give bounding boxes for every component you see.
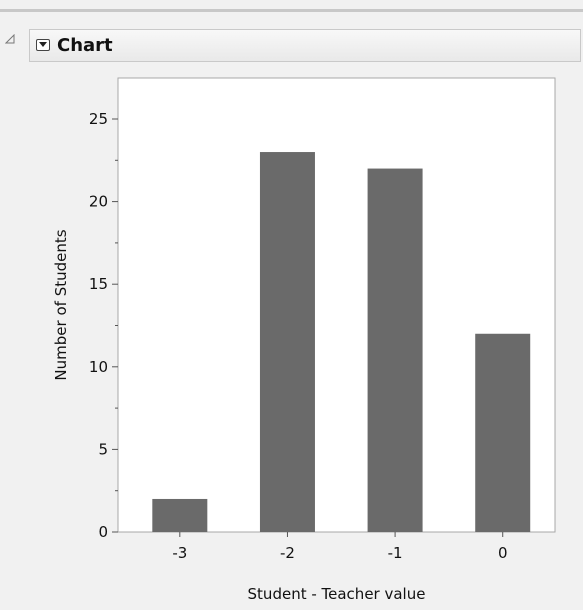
dropdown-triangle-icon: [39, 42, 47, 47]
y-axis-label: Number of Students: [52, 229, 70, 380]
x-tick-label: -2: [280, 544, 295, 562]
bar-chart: 0 5 10 15 20 25 -3 -2 -1 0 Number of Students St…: [52, 77, 556, 603]
bar--2[interactable]: [259, 152, 315, 532]
x-tick-label: -3: [172, 544, 187, 562]
y-tick-label: 10: [89, 358, 108, 376]
chart-panel-header: Chart: [29, 29, 581, 62]
y-tick-label: 25: [89, 110, 108, 128]
y-tick-label: 0: [98, 523, 108, 541]
bar-0[interactable]: [475, 333, 531, 532]
bar-chart-container: 0 5 10 15 20 25 -3 -2 -1 0 Number of Students St…: [0, 62, 583, 610]
x-tick-label: 0: [498, 544, 508, 562]
outline-disclosure-icon[interactable]: [5, 34, 15, 44]
bar--1[interactable]: [367, 168, 423, 532]
panel-title: Chart: [57, 35, 113, 56]
red-triangle-menu-button[interactable]: [36, 39, 50, 51]
y-tick-label: 15: [89, 275, 108, 293]
bar--3[interactable]: [152, 498, 208, 532]
x-axis-label: Student - Teacher value: [248, 585, 426, 603]
panel-top-border: [0, 9, 583, 12]
x-tick-label: -1: [388, 544, 403, 562]
y-tick-label: 20: [89, 193, 108, 211]
y-tick-label: 5: [98, 440, 108, 458]
